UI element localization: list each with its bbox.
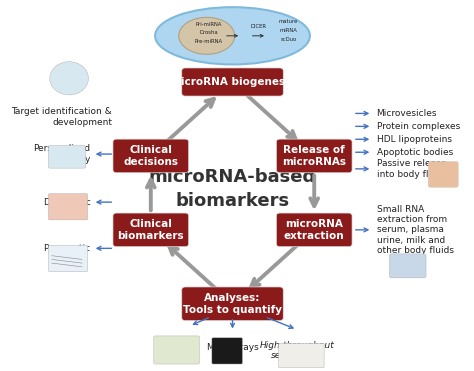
Text: Pre-miRNA: Pre-miRNA bbox=[195, 39, 223, 44]
Text: miRNA: miRNA bbox=[280, 28, 297, 33]
Text: Prognostic: Prognostic bbox=[44, 244, 91, 253]
Text: Analyses:
Tools to quantify: Analyses: Tools to quantify bbox=[183, 293, 282, 315]
FancyBboxPatch shape bbox=[390, 254, 426, 278]
Text: Microarrays: Microarrays bbox=[206, 342, 259, 352]
Text: Target identification &
development: Target identification & development bbox=[11, 108, 112, 127]
Text: HDL lipoproteins: HDL lipoproteins bbox=[376, 135, 452, 144]
FancyBboxPatch shape bbox=[276, 213, 352, 247]
Text: High-throughput
sequencing: High-throughput sequencing bbox=[260, 341, 334, 360]
FancyBboxPatch shape bbox=[113, 139, 189, 173]
Ellipse shape bbox=[155, 7, 310, 65]
Text: microRNA biogenesis: microRNA biogenesis bbox=[170, 77, 295, 87]
FancyBboxPatch shape bbox=[48, 194, 88, 220]
FancyBboxPatch shape bbox=[212, 338, 242, 364]
FancyBboxPatch shape bbox=[48, 245, 88, 272]
Text: microRNA
extraction: microRNA extraction bbox=[284, 219, 345, 241]
FancyBboxPatch shape bbox=[154, 336, 200, 364]
Text: Drosha: Drosha bbox=[200, 30, 218, 35]
Text: mature: mature bbox=[279, 19, 298, 23]
Text: scDuo: scDuo bbox=[280, 37, 296, 42]
FancyBboxPatch shape bbox=[279, 343, 324, 368]
Text: Small RNA
extraction from
serum, plasma
urine, milk and
other body fluids: Small RNA extraction from serum, plasma … bbox=[376, 204, 454, 255]
Text: Microvesicles: Microvesicles bbox=[376, 109, 437, 118]
Text: Clinical
decisions: Clinical decisions bbox=[123, 145, 178, 167]
Text: qRT-
PCR: qRT- PCR bbox=[180, 337, 199, 357]
Text: Passive release
into body fluids: Passive release into body fluids bbox=[376, 159, 447, 178]
Text: Protein complexes: Protein complexes bbox=[376, 122, 460, 131]
Text: Release of
microRNAs: Release of microRNAs bbox=[282, 145, 346, 167]
Text: Clinical
biomarkers: Clinical biomarkers bbox=[118, 219, 184, 241]
FancyBboxPatch shape bbox=[182, 68, 283, 96]
FancyBboxPatch shape bbox=[48, 145, 85, 168]
Text: microRNA-based
biomarkers: microRNA-based biomarkers bbox=[149, 168, 316, 210]
Circle shape bbox=[50, 62, 89, 95]
Text: Personalized
therapy: Personalized therapy bbox=[34, 144, 91, 164]
Ellipse shape bbox=[179, 17, 235, 54]
Text: Diagnostic: Diagnostic bbox=[43, 198, 91, 207]
Text: DICER: DICER bbox=[250, 24, 266, 29]
FancyBboxPatch shape bbox=[428, 161, 458, 187]
Text: Apoptotic bodies: Apoptotic bodies bbox=[376, 148, 453, 157]
FancyBboxPatch shape bbox=[182, 287, 283, 321]
Text: Pri-miRNA: Pri-miRNA bbox=[196, 22, 222, 27]
FancyBboxPatch shape bbox=[113, 213, 189, 247]
FancyBboxPatch shape bbox=[276, 139, 352, 173]
